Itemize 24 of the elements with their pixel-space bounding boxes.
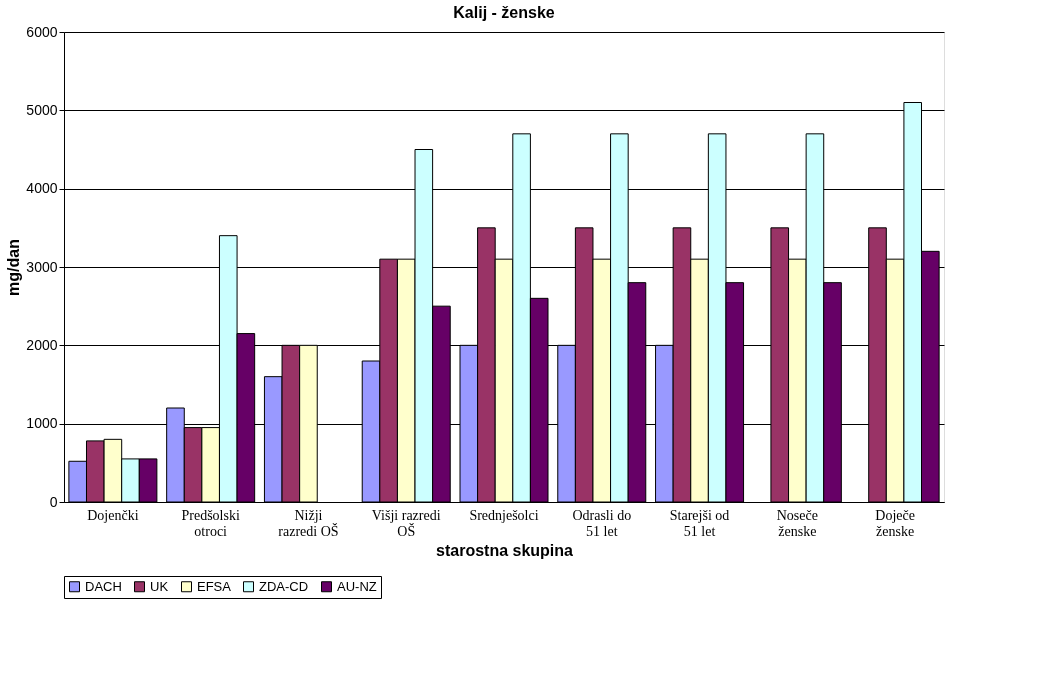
x-tick-label: Predšolski otroci <box>181 507 240 539</box>
legend-label: ZDA-CD <box>259 578 309 594</box>
x-tick-label: Starejši od 51 let <box>669 507 730 539</box>
legend-label: AU-NZ <box>337 578 377 594</box>
x-axis-title: starostna skupina <box>436 541 574 559</box>
x-tick-label: Odrasli do 51 let <box>572 507 632 539</box>
y-tick-label: 0 <box>49 493 58 510</box>
x-tick-label: Nižji razredi OŠ <box>278 507 339 539</box>
y-tick-label: 1000 <box>26 415 58 432</box>
x-tick-label: Dojenčki <box>87 507 139 523</box>
y-tick-label: 2000 <box>26 336 58 353</box>
x-tick-label: Doječe ženske <box>875 507 915 539</box>
y-tick-label: 3000 <box>26 258 58 275</box>
chart-title: Kalij - ženske <box>453 4 555 21</box>
legend-label: DACH <box>85 578 122 594</box>
x-tick-label: Noseče ženske <box>776 507 818 539</box>
y-tick-label: 6000 <box>26 23 58 40</box>
y-axis-title: mg/dan <box>5 239 23 296</box>
legend-label: UK <box>150 578 169 594</box>
x-tick-label: Srednješolci <box>469 507 539 523</box>
y-tick-label: 4000 <box>26 180 58 197</box>
x-tick-label: Višji razredi OŠ <box>371 507 441 539</box>
y-tick-label: 5000 <box>26 101 58 118</box>
legend-label: EFSA <box>197 578 232 594</box>
